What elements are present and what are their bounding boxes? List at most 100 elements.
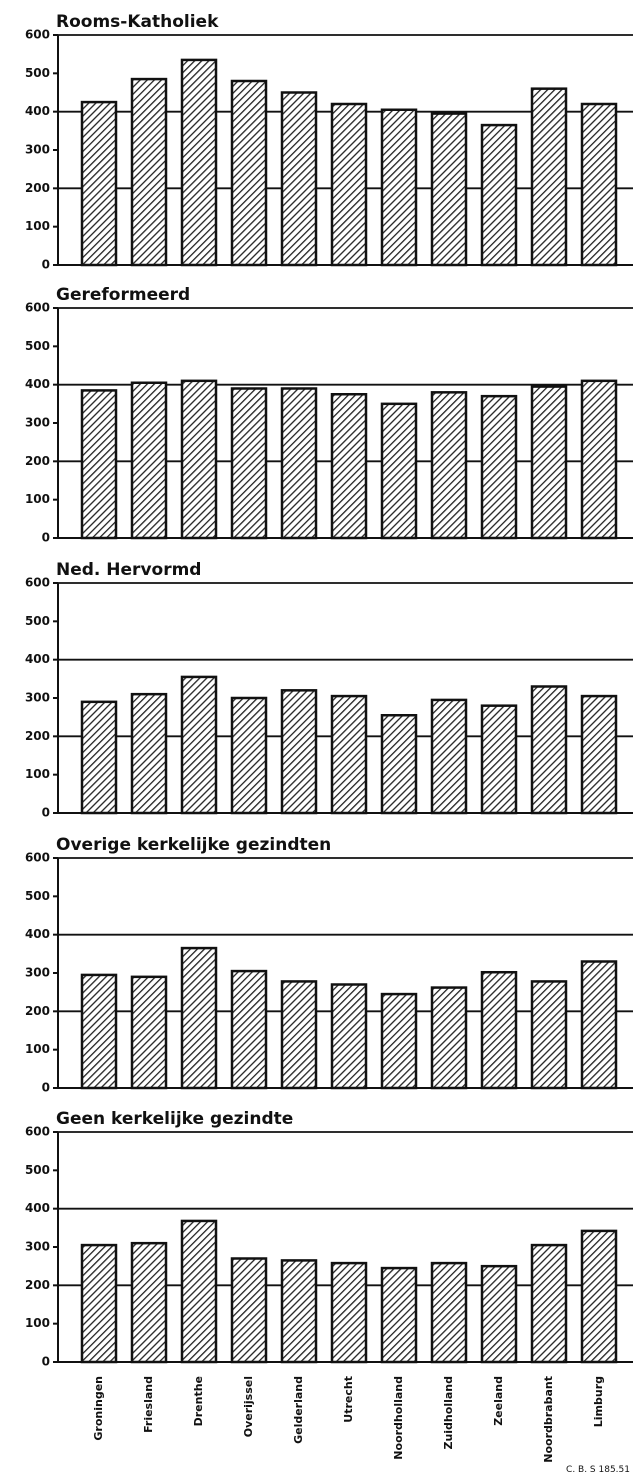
bar [480, 1264, 518, 1364]
bar [180, 946, 218, 1090]
bar [530, 685, 568, 815]
bar [130, 1241, 168, 1364]
bar [380, 402, 418, 540]
bar [280, 1259, 318, 1364]
bar [380, 992, 418, 1090]
y-tick-label: 500 [25, 66, 50, 80]
x-tick-label: Limburg [592, 1376, 605, 1427]
x-tick-label: Friesland [142, 1376, 155, 1433]
y-tick-label: 200 [25, 1004, 50, 1018]
x-tick-label: Noordholland [392, 1376, 405, 1460]
bar [330, 102, 368, 267]
x-tick-label: Utrecht [342, 1376, 355, 1423]
y-tick-label: 100 [25, 767, 50, 781]
y-tick-label: 0 [42, 1081, 50, 1095]
bar [80, 700, 118, 815]
bar [530, 385, 568, 540]
y-tick-label: 500 [25, 614, 50, 628]
bar [130, 77, 168, 267]
x-tick-label: Drenthe [192, 1376, 205, 1426]
panel-title: Ned. Hervormd [56, 560, 201, 580]
bar [330, 983, 368, 1090]
bar [480, 394, 518, 540]
panel-title: Rooms-Katholiek [56, 12, 219, 32]
y-tick-label: 500 [25, 889, 50, 903]
x-tick-label: Gelderland [292, 1376, 305, 1444]
y-tick-label: 100 [25, 1042, 50, 1056]
y-tick-label: 400 [25, 377, 50, 391]
y-tick-label: 200 [25, 181, 50, 195]
bar [430, 698, 468, 815]
bar [580, 960, 618, 1090]
y-tick-label: 0 [42, 258, 50, 272]
bar [530, 87, 568, 267]
bar [330, 393, 368, 540]
bar [430, 112, 468, 267]
bar [580, 102, 618, 267]
y-tick-label: 400 [25, 1201, 50, 1215]
x-tick-label: Noordbrabant [542, 1376, 555, 1463]
y-tick-label: 0 [42, 531, 50, 545]
bar [480, 970, 518, 1090]
y-tick-label: 600 [25, 301, 50, 315]
bar [280, 689, 318, 815]
bar [330, 1261, 368, 1364]
y-tick-label: 100 [25, 492, 50, 506]
y-tick-label: 600 [25, 576, 50, 590]
x-tick-label: Zeeland [492, 1376, 505, 1426]
bar [480, 704, 518, 815]
y-tick-label: 600 [25, 851, 50, 865]
bar [80, 389, 118, 540]
bar [380, 108, 418, 267]
y-tick-label: 500 [25, 1163, 50, 1177]
panel-title: Overige kerkelijke gezindten [56, 835, 331, 855]
y-tick-label: 300 [25, 966, 50, 980]
bar [180, 58, 218, 267]
y-tick-label: 100 [25, 1316, 50, 1330]
bar [380, 714, 418, 815]
y-tick-label: 0 [42, 806, 50, 820]
source-note: C. B. S 185.51 [566, 1465, 630, 1475]
bar [580, 1229, 618, 1364]
y-tick-label: 200 [25, 729, 50, 743]
bar [430, 391, 468, 540]
bar [80, 973, 118, 1090]
bar [230, 696, 268, 815]
bar [280, 387, 318, 540]
y-tick-label: 400 [25, 652, 50, 666]
bar [480, 123, 518, 267]
panel-title: Geen kerkelijke gezindte [56, 1109, 293, 1129]
bar [230, 1257, 268, 1364]
y-tick-label: 300 [25, 416, 50, 430]
y-tick-label: 600 [25, 28, 50, 42]
bar [280, 91, 318, 267]
x-tick-label: Zuidholland [442, 1376, 455, 1450]
y-tick-label: 0 [42, 1355, 50, 1369]
bar [580, 379, 618, 540]
bar [230, 969, 268, 1090]
y-tick-label: 200 [25, 454, 50, 468]
y-tick-label: 400 [25, 927, 50, 941]
bar [380, 1266, 418, 1364]
y-tick-label: 100 [25, 219, 50, 233]
y-tick-label: 600 [25, 1125, 50, 1139]
bar [280, 980, 318, 1090]
bar [430, 1261, 468, 1364]
bar [180, 379, 218, 540]
bar [430, 986, 468, 1090]
x-tick-label: Overijssel [242, 1376, 255, 1437]
bar [330, 694, 368, 815]
y-tick-label: 500 [25, 339, 50, 353]
bar [230, 387, 268, 540]
panel-title: Gereformeerd [56, 285, 190, 305]
bar [80, 1243, 118, 1364]
bar [80, 100, 118, 267]
bar [530, 1243, 568, 1364]
bar [130, 692, 168, 815]
y-tick-label: 300 [25, 143, 50, 157]
bar [180, 675, 218, 815]
y-tick-label: 300 [25, 1240, 50, 1254]
y-tick-label: 400 [25, 104, 50, 118]
bar [230, 79, 268, 267]
